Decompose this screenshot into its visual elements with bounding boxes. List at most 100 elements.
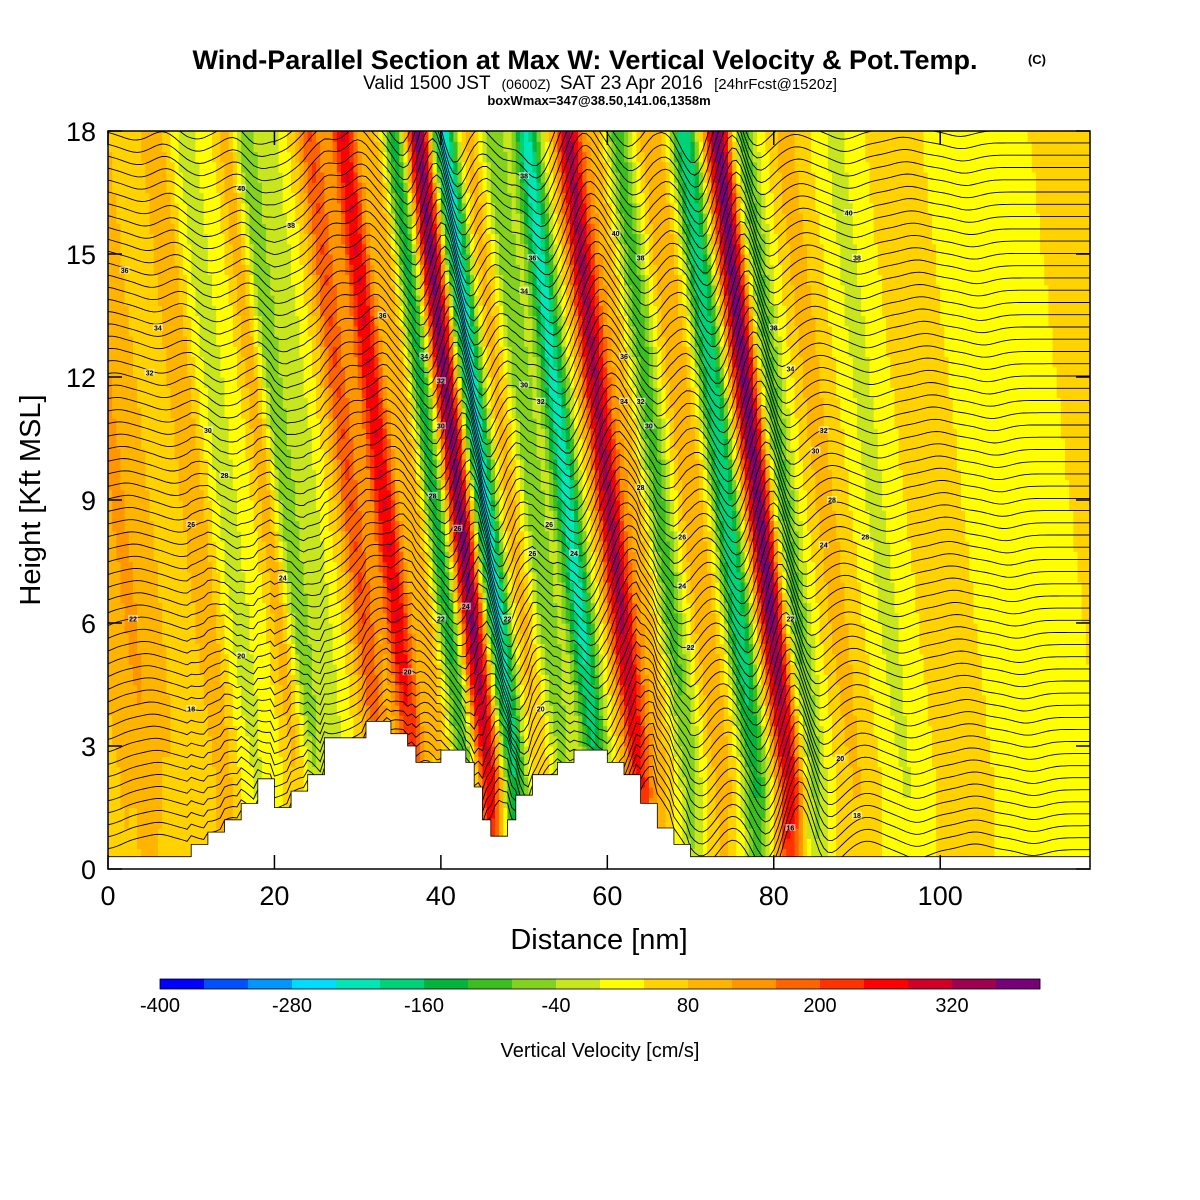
w-cell [195,674,201,686]
w-cell [790,664,796,675]
chart-subtitle-box: boxWmax=347@38.50,141.06,1358m [487,93,710,108]
w-cell [757,735,762,747]
w-cell [470,694,475,706]
w-cell [490,715,496,727]
w-cell [553,746,558,757]
w-cell [990,807,995,819]
w-cell [1006,828,1012,839]
w-cell [777,715,783,727]
w-cell [703,715,708,727]
w-cell [1081,787,1087,798]
w-cell [436,653,442,665]
w-cell [673,766,679,778]
w-cell [403,705,409,716]
w-cell [245,715,251,727]
w-cell [365,674,371,686]
w-cell [1065,787,1070,798]
w-cell [1069,674,1074,686]
w-cell [786,705,792,716]
w-cell [544,653,550,665]
w-cell [644,684,650,696]
w-cell [940,694,945,706]
w-cell [116,715,122,727]
w-cell [990,674,995,686]
w-cell [236,725,242,737]
w-cell [919,807,925,819]
w-cell [345,705,350,716]
w-cell [145,817,151,829]
w-cell [902,746,908,757]
w-cell [511,766,517,778]
w-cell [120,746,126,757]
w-cell [902,674,908,686]
w-cell [902,776,908,788]
w-cell [673,674,679,686]
w-cell [415,725,421,737]
w-cell [936,848,941,860]
w-cell [765,664,771,675]
w-cell [116,766,122,778]
w-cell [253,664,259,675]
w-cell [827,694,833,706]
w-cell [228,694,234,706]
w-cell [266,694,271,706]
w-cell [852,838,858,850]
w-cell [245,705,251,716]
w-cell [578,674,583,686]
w-cell [232,797,238,809]
w-cell [877,838,883,850]
w-cell [769,797,775,809]
w-cell [1069,715,1074,727]
w-cell [1031,715,1037,727]
w-cell [657,817,663,829]
w-cell [295,684,301,696]
w-cell [157,653,163,665]
w-cell [994,797,1000,809]
w-cell [944,817,950,829]
w-cell [1015,746,1020,757]
w-cell [865,766,871,778]
w-cell [906,787,912,798]
w-cell [565,746,571,757]
w-cell [856,674,862,686]
w-cell [956,746,962,757]
w-cell [249,653,255,665]
w-cell [320,756,325,768]
w-cell [586,653,592,665]
w-cell [166,746,172,757]
w-cell [902,694,908,706]
w-cell [661,756,667,768]
w-cell [786,838,792,850]
w-cell [603,694,608,706]
w-cell [336,653,342,665]
w-cell [931,653,937,665]
w-cell [727,684,733,696]
w-cell [1065,705,1070,716]
w-cell [1023,838,1029,850]
w-cell [141,664,147,675]
w-cell [253,746,259,757]
w-cell [399,653,405,665]
w-cell [894,653,900,665]
w-cell [977,705,983,716]
w-cell [686,674,692,686]
w-cell [557,756,563,768]
w-cell [723,807,729,819]
w-cell [415,684,421,696]
w-cell [1085,776,1090,788]
w-cell [1052,715,1058,727]
w-cell [411,674,417,686]
w-cell [944,848,950,860]
w-cell [220,684,226,696]
w-cell [1060,838,1066,850]
w-cell [790,694,796,706]
w-cell [707,653,712,665]
w-cell [944,838,950,850]
w-cell [915,797,920,809]
w-cell [141,715,147,727]
w-cell [682,766,687,778]
w-cell [757,838,762,850]
w-cell [149,797,155,809]
w-cell [1019,756,1025,768]
w-cell [1081,746,1087,757]
